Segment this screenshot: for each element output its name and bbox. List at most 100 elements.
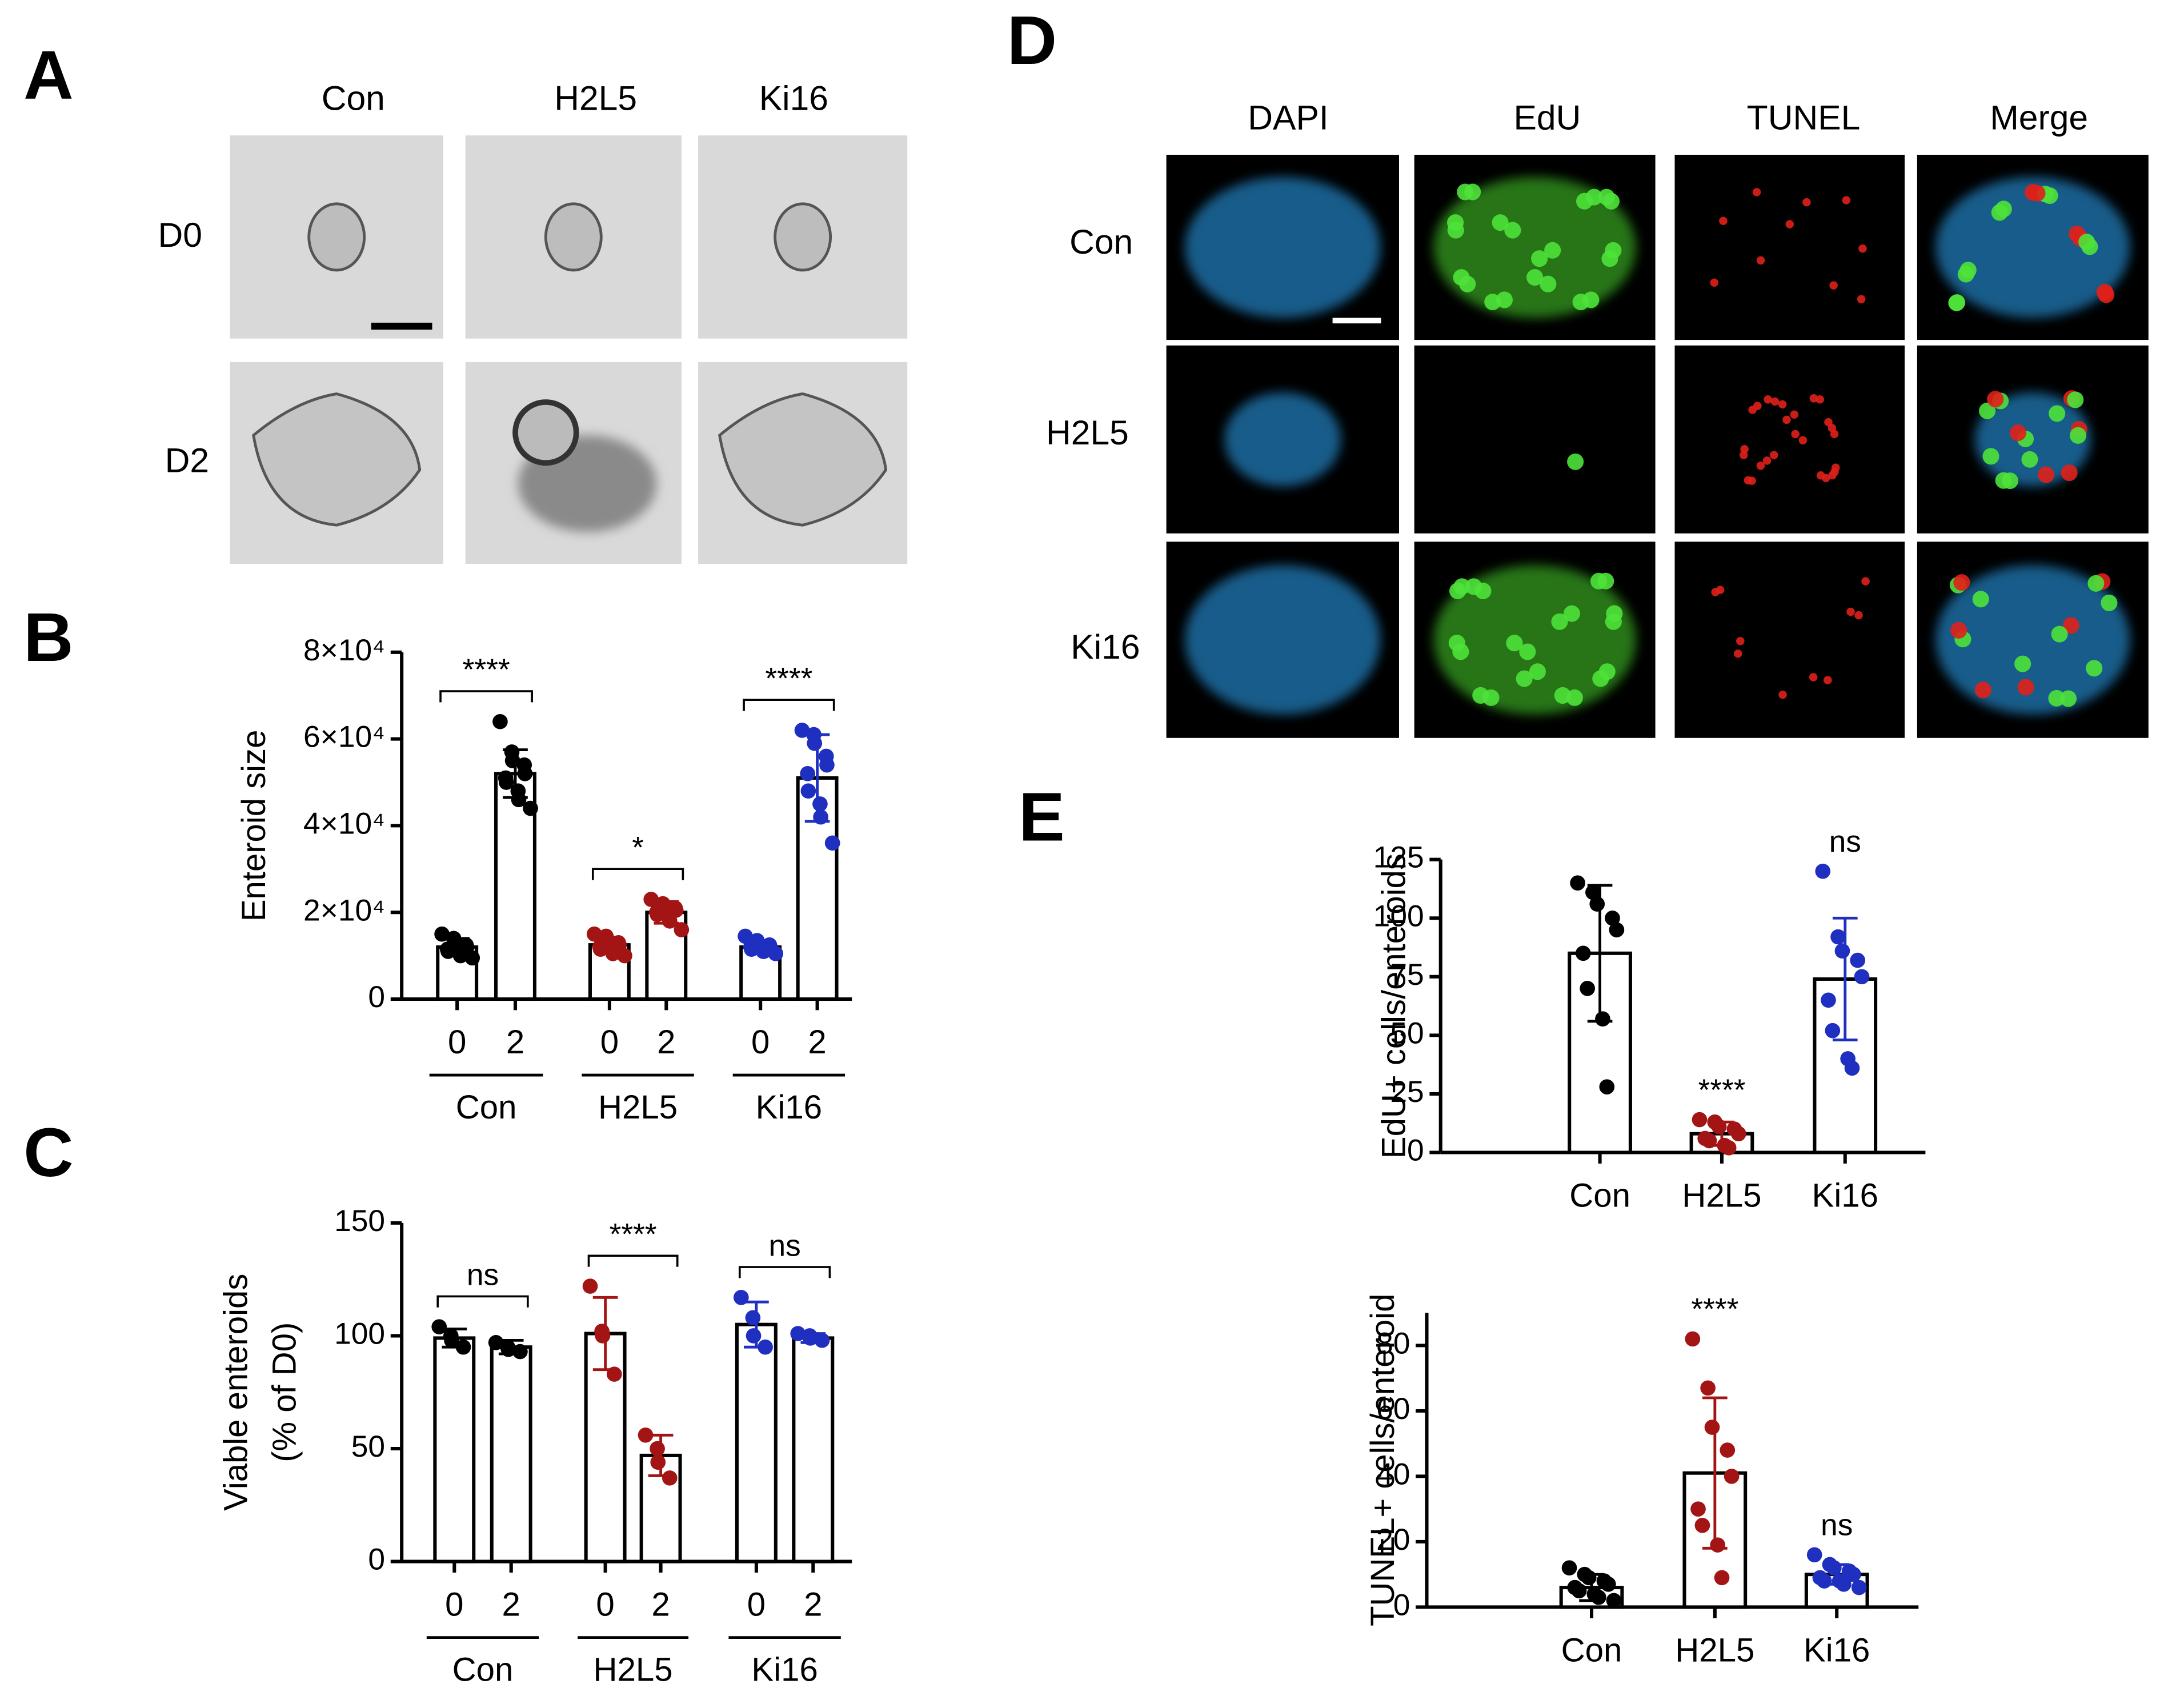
- cell: [1959, 262, 1977, 279]
- data-point: [812, 796, 828, 812]
- cell: [1506, 635, 1523, 652]
- y-tick-label: 40: [1376, 1458, 1410, 1492]
- data-point: [1580, 981, 1595, 996]
- data-point: [1581, 1570, 1597, 1586]
- data-point: [1724, 1469, 1740, 1484]
- chart: 0 2×10⁴ 4×10⁴ 6×10⁴ 8×10⁴ Enteroid size 0 2 0 2 0 2…: [235, 634, 852, 1126]
- tissue: [1224, 392, 1341, 487]
- cell: [1764, 395, 1772, 404]
- tissue: [1433, 177, 1636, 318]
- cell: [1748, 406, 1757, 414]
- error-bar: [748, 940, 774, 954]
- organoid: [774, 202, 832, 272]
- data-point: [1730, 1126, 1746, 1142]
- y-tick-label: 100: [1373, 899, 1424, 933]
- x-tick-label: Ki16: [1804, 1632, 1870, 1669]
- cell: [1529, 663, 1546, 680]
- cell: [1492, 214, 1509, 231]
- group-label: Ki16: [751, 1651, 817, 1689]
- panel-letter: B: [23, 598, 74, 676]
- cell: [2067, 391, 2084, 408]
- data-point: [1834, 943, 1850, 959]
- data-point: [1694, 1517, 1710, 1533]
- data-point: [1851, 1579, 1867, 1595]
- y-tick-label: 0: [368, 980, 385, 1014]
- y-axis-label: Enteroid size: [235, 730, 272, 922]
- cell: [1858, 244, 1867, 253]
- y-tick-label: 75: [1390, 958, 1424, 992]
- data-point: [1815, 863, 1831, 879]
- cell: [1592, 670, 1609, 687]
- cell: [1972, 591, 1989, 608]
- error-bar: [498, 1338, 524, 1356]
- error-bar: [1579, 1573, 1604, 1602]
- bar: [735, 1322, 778, 1563]
- data-point: [1585, 884, 1601, 900]
- error-bar: [1709, 1120, 1734, 1147]
- cell: [1816, 395, 1824, 404]
- data-point: [512, 1344, 528, 1360]
- panel-letter: C: [23, 1113, 74, 1191]
- data-point: [492, 713, 508, 729]
- cell: [1982, 448, 1999, 465]
- fluorescence-image: [1674, 542, 1905, 738]
- cell: [1778, 690, 1787, 699]
- data-point: [746, 1328, 762, 1344]
- bar: [490, 1345, 532, 1563]
- cell: [2009, 424, 2026, 442]
- cell: [1733, 649, 1742, 658]
- cell: [1710, 278, 1719, 287]
- cell: [1531, 250, 1548, 267]
- y-tick-label: 60: [1376, 1392, 1410, 1426]
- column-label: Con: [322, 79, 385, 118]
- significance-bracket: [436, 1295, 529, 1308]
- data-point: [1854, 969, 1870, 985]
- significance-label: ****: [1691, 1293, 1738, 1326]
- data-point: [1599, 1079, 1615, 1094]
- x-tick-label: 0: [751, 1024, 770, 1061]
- error-bar: [503, 748, 528, 799]
- organoid: [544, 202, 603, 272]
- cell: [2078, 234, 2095, 251]
- x-tick-label: 2: [502, 1586, 520, 1623]
- error-bar: [1702, 1396, 1728, 1550]
- fluorescence-images: [1166, 154, 2149, 738]
- cell: [2038, 466, 2055, 483]
- cell: [1854, 611, 1863, 620]
- data-point: [1606, 1593, 1622, 1609]
- data-point: [1595, 1011, 1610, 1027]
- cell: [2069, 427, 2087, 444]
- cell: [2086, 660, 2103, 677]
- error-bar: [1587, 884, 1613, 1023]
- cell: [1950, 622, 1967, 639]
- cell: [1979, 402, 1996, 419]
- data-point: [819, 757, 835, 773]
- tissue: [1935, 177, 2130, 318]
- cell: [1567, 453, 1584, 470]
- data-point: [595, 1328, 611, 1344]
- data-point: [1830, 929, 1846, 945]
- data-point: [1816, 1573, 1832, 1589]
- data-point: [807, 735, 823, 751]
- cell: [2029, 185, 2046, 202]
- bar: [792, 1336, 835, 1563]
- cell: [1453, 269, 1470, 286]
- bar: [433, 1336, 476, 1563]
- y-axis-label: EdU+ cells/enteroids: [1375, 853, 1412, 1158]
- cell: [1809, 673, 1818, 681]
- cell: [1785, 220, 1794, 228]
- cell: [1504, 222, 1521, 239]
- x-tick-label: H2L5: [1675, 1632, 1754, 1669]
- data-point: [662, 1470, 678, 1486]
- data-point: [1821, 992, 1836, 1008]
- cell: [2098, 286, 2115, 303]
- y-tick-label: 8×10⁴: [303, 634, 385, 667]
- data-point: [745, 1310, 761, 1326]
- panel-letter: D: [1007, 1, 1057, 79]
- cell: [1857, 295, 1866, 304]
- cell: [2051, 626, 2068, 643]
- y-tick-label: 2×10⁴: [303, 893, 385, 927]
